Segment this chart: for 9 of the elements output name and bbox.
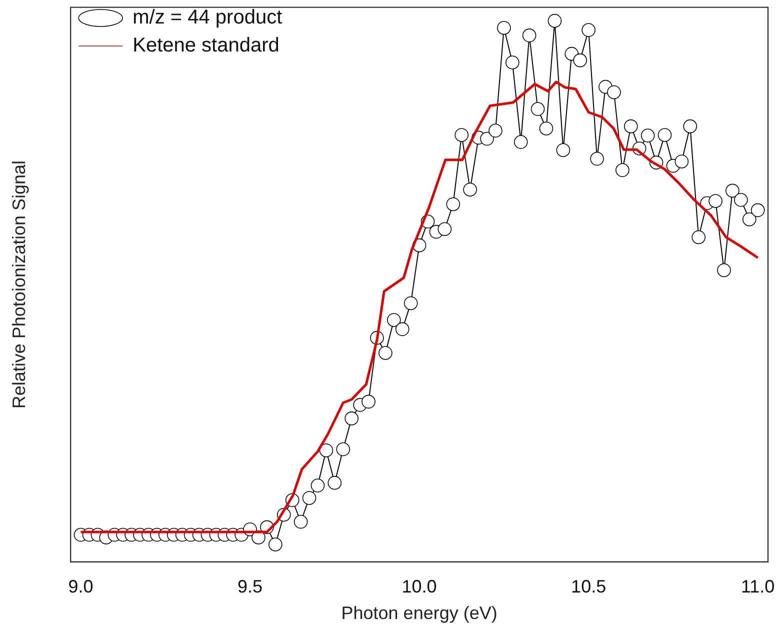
legend-label: Ketene standard bbox=[132, 34, 280, 57]
legend-label: m/z = 44 product bbox=[132, 6, 283, 29]
y-axis-title: Relative Photoionization Signal bbox=[8, 160, 29, 409]
x-tick-label: 9.0 bbox=[68, 576, 94, 597]
x-tick-label: 9.5 bbox=[238, 576, 263, 597]
x-axis-title: Photon energy (eV) bbox=[341, 603, 498, 624]
x-tick-label: 10.0 bbox=[402, 576, 437, 597]
x-tick-label: 11.0 bbox=[740, 576, 775, 597]
x-tick-label: 10.5 bbox=[571, 576, 606, 597]
